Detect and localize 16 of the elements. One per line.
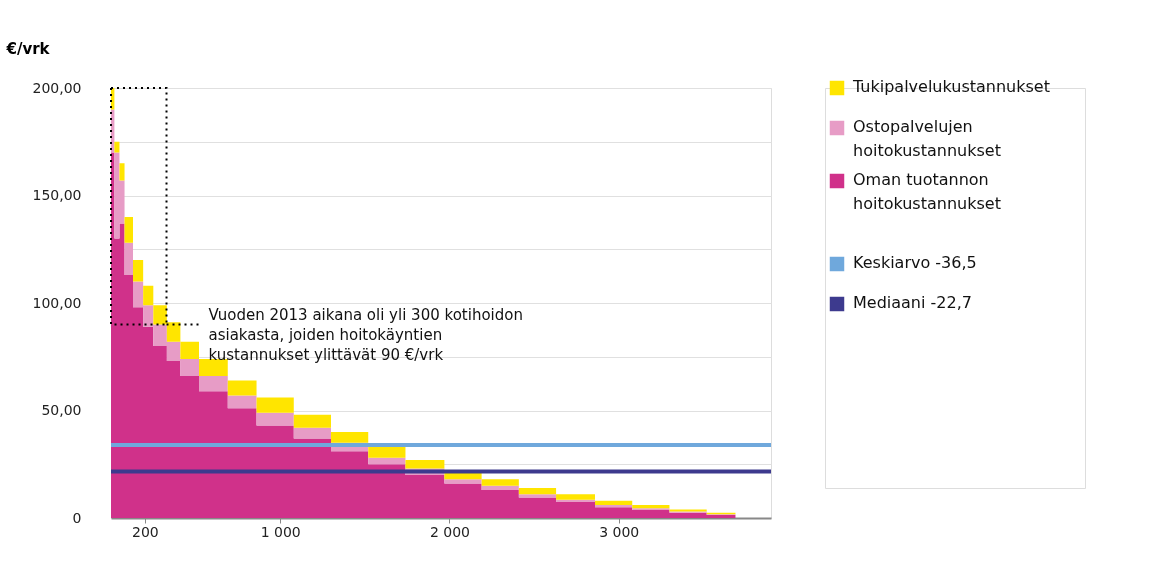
y-tick-label: 50,00	[41, 402, 82, 418]
x-tick-label: 1 000	[260, 523, 301, 540]
y-axis-title: €/vrk	[5, 39, 51, 58]
y-tick-label: 0	[72, 509, 82, 526]
legend-label: Ostopalvelujen hoitokustannukset	[853, 117, 1001, 160]
legend-label: Keskiarvo -36,5	[853, 253, 977, 272]
x-tick-label: 2 000	[429, 523, 471, 540]
legend-label: Mediaani -22,7	[853, 293, 972, 312]
annotation: Vuoden 2013 aikana oli yli 300 kotihoidon asiakasta, joiden hoitokäyntien kustannukset ylittävät 90 €/vrk	[208, 305, 523, 364]
y-tick-label: 200,00	[32, 79, 82, 96]
x-tick-label: 3 000	[599, 523, 640, 540]
legend-label: Tukipalvelukustannukset	[852, 77, 1050, 96]
x-tick-label: 200	[131, 523, 159, 540]
legend-label: Oman tuotannon hoitokustannukset	[853, 170, 1001, 213]
y-tick-label: 150,00	[32, 187, 82, 203]
y-tick-label: 100,00	[32, 294, 82, 311]
